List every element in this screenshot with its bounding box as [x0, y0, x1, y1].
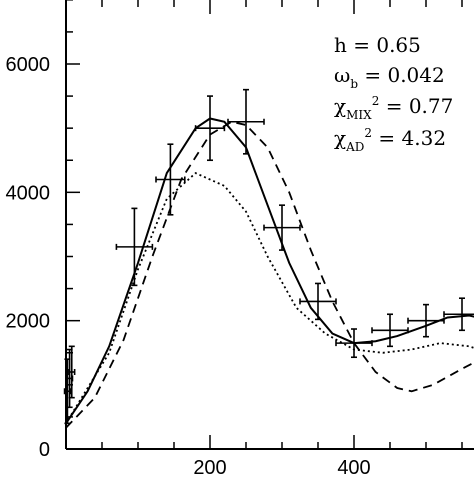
- parameter-annotations: h = 0.65 ωb = 0.042 χMIX2 = 0.77 χAD2 = …: [334, 33, 453, 154]
- data-points: [63, 88, 474, 425]
- y-tick-label: 0: [39, 439, 50, 461]
- y-tick-label: 2000: [6, 311, 51, 333]
- y-tick-label: 6000: [6, 54, 51, 76]
- annotation-chi-ad: χAD2 = 4.32: [334, 126, 446, 154]
- model-curve-dashed: [65, 120, 474, 429]
- annotation-h: h = 0.65: [334, 33, 421, 57]
- data-point: [115, 207, 154, 287]
- model-curves: [65, 117, 474, 429]
- data-point: [227, 88, 265, 155]
- tick-labels: 20040060080010000200040006000: [6, 54, 371, 477]
- data-point: [194, 95, 226, 162]
- y-tick-label: 4000: [6, 182, 51, 204]
- data-point: [371, 313, 409, 348]
- data-point: [263, 204, 301, 251]
- axis-ticks: [65, 0, 463, 450]
- data-point: [443, 297, 474, 332]
- model-curve-dotted: [65, 172, 474, 424]
- x-tick-label: 400: [337, 457, 370, 477]
- annotation-omega-b: ωb = 0.042: [334, 63, 445, 91]
- data-point: [335, 328, 373, 359]
- data-point: [299, 282, 337, 321]
- data-point: [407, 303, 445, 338]
- data-point: [68, 345, 76, 399]
- annotation-chi-mix: χMIX2 = 0.77: [334, 94, 453, 122]
- data-point: [155, 143, 186, 216]
- x-tick-label: 200: [193, 457, 226, 477]
- model-curve-solid: [65, 117, 474, 424]
